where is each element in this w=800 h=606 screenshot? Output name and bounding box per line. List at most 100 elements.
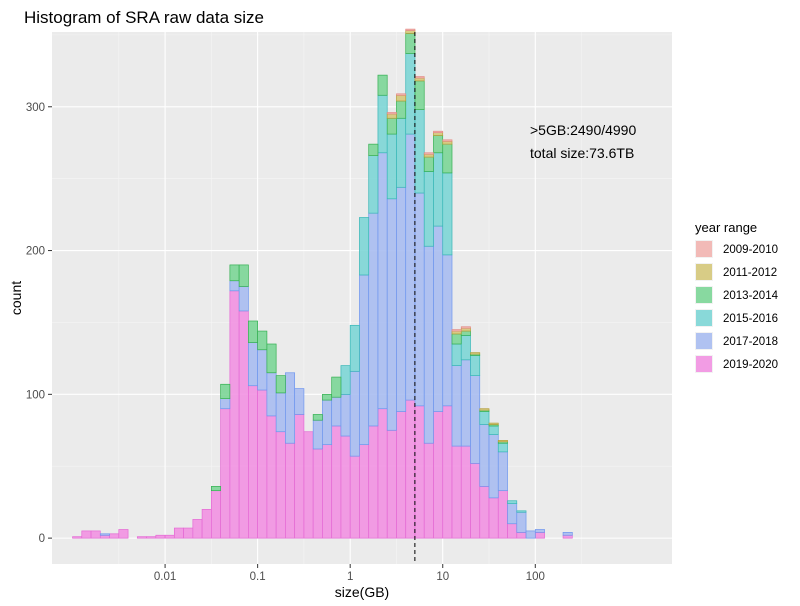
legend-label: 2015-2016 xyxy=(723,313,778,325)
histogram-bar xyxy=(414,405,425,539)
histogram-bar xyxy=(266,372,277,417)
histogram-bar xyxy=(405,28,416,31)
histogram-bar xyxy=(331,396,342,427)
x-tick-label: 10 xyxy=(436,571,449,583)
histogram-bar xyxy=(460,326,471,329)
y-tick-label: 200 xyxy=(26,246,45,258)
histogram-bar xyxy=(423,156,434,172)
histogram-bars xyxy=(72,28,573,539)
histogram-bar xyxy=(322,393,333,401)
histogram-bar xyxy=(118,529,129,539)
annotation-count: >5GB:2490/4990 xyxy=(530,122,636,138)
histogram-bar xyxy=(229,290,240,539)
histogram-bar xyxy=(451,343,462,366)
histogram-bar xyxy=(405,399,416,539)
histogram-bar xyxy=(275,375,286,394)
histogram-bar xyxy=(248,385,258,539)
histogram-bar xyxy=(331,425,342,539)
histogram-bar xyxy=(396,186,407,412)
histogram-bar xyxy=(192,519,203,539)
histogram-bar xyxy=(72,536,83,539)
histogram-bar xyxy=(414,109,425,194)
histogram-bar xyxy=(451,445,462,539)
histogram-bar xyxy=(423,152,434,155)
histogram-bar xyxy=(229,280,240,292)
legend-title: year range xyxy=(695,220,757,235)
histogram-bar xyxy=(266,343,277,374)
histogram-bar xyxy=(488,434,499,499)
histogram-bar xyxy=(377,152,388,410)
histogram-bar xyxy=(442,254,453,407)
histogram-bar xyxy=(442,139,453,142)
legend-swatch xyxy=(696,333,712,349)
histogram-bar xyxy=(396,93,407,96)
histogram-bar xyxy=(312,414,323,421)
legend-swatch xyxy=(696,287,712,303)
histogram-bar xyxy=(386,113,397,119)
histogram-bar xyxy=(396,100,407,119)
histogram-bar xyxy=(433,225,444,412)
histogram-bar xyxy=(433,132,444,136)
legend-swatch xyxy=(696,241,712,257)
histogram-bar xyxy=(136,536,147,539)
histogram-bar xyxy=(470,355,481,376)
histogram-bar xyxy=(331,376,342,398)
histogram-bar xyxy=(423,245,434,444)
histogram-bar xyxy=(405,53,416,135)
histogram-bar xyxy=(294,388,305,415)
histogram-bar xyxy=(275,431,286,539)
histogram-bar xyxy=(396,94,407,102)
histogram-bar xyxy=(220,383,231,399)
y-tick-label: 100 xyxy=(26,389,45,401)
histogram-bar xyxy=(238,264,249,287)
histogram-bar xyxy=(451,333,462,345)
histogram-bar xyxy=(164,534,175,539)
histogram-bar xyxy=(497,440,508,443)
histogram-bar xyxy=(81,530,92,539)
histogram-bar xyxy=(460,359,471,447)
histogram-bar xyxy=(211,486,221,492)
histogram-bar xyxy=(460,335,471,361)
histogram-bar xyxy=(257,349,268,391)
histogram-bar xyxy=(359,217,370,276)
histogram-bar xyxy=(488,422,499,425)
histogram-bar xyxy=(442,405,453,539)
histogram-bar xyxy=(386,112,397,115)
histogram-bar xyxy=(516,532,527,539)
histogram-bar xyxy=(340,393,351,437)
histogram-bar xyxy=(433,135,444,154)
legend-label: 2019-2020 xyxy=(723,359,778,371)
histogram-bar xyxy=(368,155,379,214)
x-tick-label: 1 xyxy=(347,571,353,583)
histogram-bar xyxy=(340,435,351,539)
histogram-bar xyxy=(497,451,508,492)
histogram-bar xyxy=(562,534,573,539)
histogram-bar xyxy=(322,444,333,539)
histogram-bar xyxy=(386,133,397,200)
histogram-bar xyxy=(312,419,323,450)
histogram-bar xyxy=(405,33,416,54)
histogram-bar xyxy=(451,330,462,335)
histogram-bar xyxy=(377,408,388,539)
histogram-bar xyxy=(396,411,407,539)
histogram-bar xyxy=(433,130,444,134)
histogram-bar xyxy=(201,509,212,539)
histogram-bar xyxy=(470,375,481,464)
histogram-bar xyxy=(423,153,434,158)
histogram-bar xyxy=(423,171,434,247)
histogram-bar xyxy=(220,398,231,410)
histogram-bar xyxy=(479,486,490,539)
histogram-bar xyxy=(479,408,490,411)
histogram-bar xyxy=(322,399,333,446)
histogram-bar xyxy=(534,532,545,539)
histogram-bar xyxy=(99,533,110,536)
histogram-bar xyxy=(183,527,194,539)
histogram-bar xyxy=(257,330,268,351)
histogram-bar xyxy=(460,330,471,336)
histogram-bar xyxy=(479,411,490,425)
histogram-bar xyxy=(414,80,425,110)
legend-label: 2017-2018 xyxy=(723,336,778,348)
histogram-bar xyxy=(442,143,453,174)
histogram-bar xyxy=(257,389,268,539)
